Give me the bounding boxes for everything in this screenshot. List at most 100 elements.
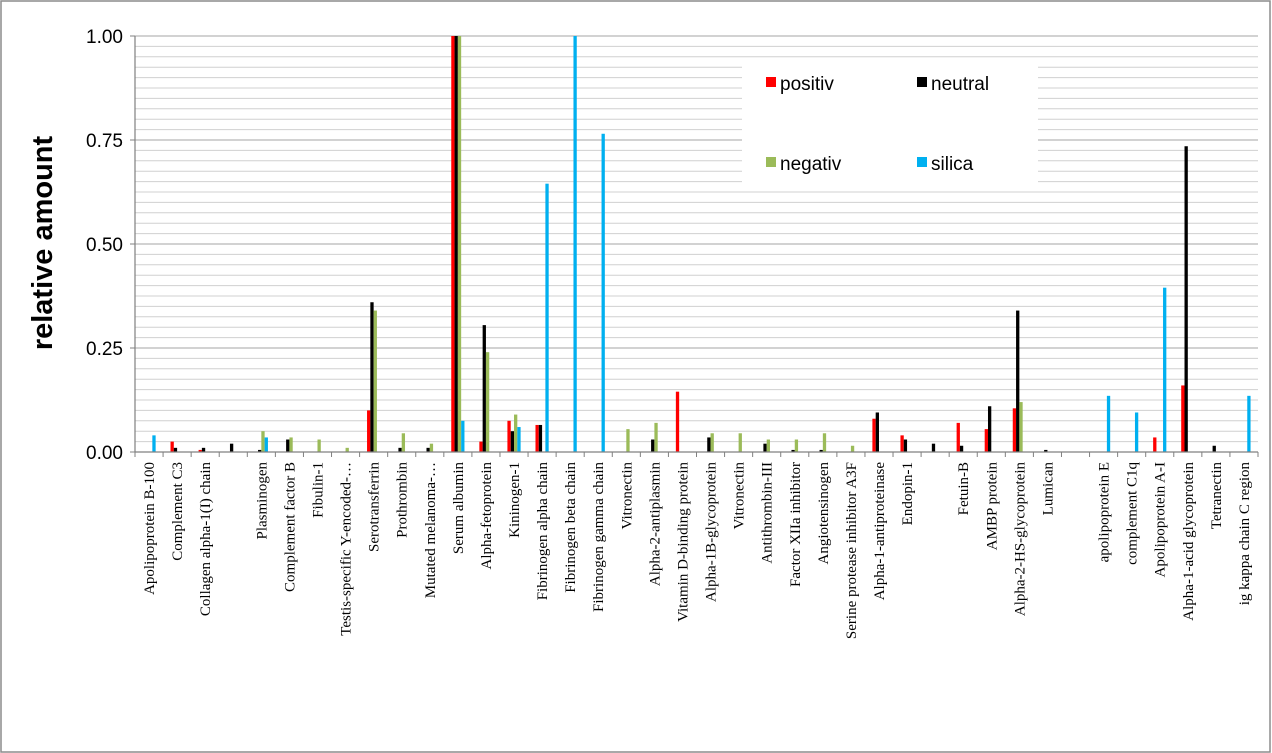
bar-silica — [1134, 412, 1139, 452]
bar-positiv — [956, 422, 960, 452]
x-category-label: Fibrinogen gamma chain — [591, 462, 607, 612]
x-category-label: Alpha-1-acid glycoprotein — [1181, 462, 1197, 621]
legend-label-silica: silica — [931, 154, 974, 175]
bar-negativ — [654, 422, 658, 452]
x-category-label: Vitronectin — [732, 462, 748, 530]
grid-layer — [135, 35, 1258, 443]
x-category-label: AMBP protein — [984, 462, 1000, 551]
x-category-label: Apolipoprotein A-I — [1153, 462, 1169, 577]
bar-neutral — [959, 445, 964, 452]
x-category-label: apolipoprotein E — [1097, 462, 1113, 562]
bar-negativ — [794, 439, 799, 452]
x-category-label: Fibrinogen beta chain — [563, 462, 579, 593]
x-category-label: Vitronectin — [619, 462, 635, 530]
x-category-label: Alpha-2-HS-glycoprotein — [1012, 462, 1028, 617]
y-tick-label: 0.25 — [86, 339, 123, 360]
bar-neutral — [482, 325, 486, 452]
bar-silica — [152, 435, 156, 452]
bar-negativ — [261, 431, 265, 452]
x-category-label: Testis-specific Y-encoded-… — [339, 462, 355, 636]
bar-negativ — [710, 433, 714, 452]
x-category-label: Antithrombin-III — [760, 462, 776, 564]
bar-negativ — [514, 414, 518, 452]
bar-positiv — [451, 36, 455, 452]
legend-label-neutral: neutral — [931, 74, 989, 95]
legend-box — [742, 60, 1038, 186]
legend-label-positiv: positiv — [780, 74, 834, 95]
bar-positiv — [900, 435, 904, 452]
x-category-label: Alpha-1-antiproteinase — [872, 462, 888, 601]
bar-neutral — [1212, 445, 1216, 452]
bar-silica — [601, 133, 605, 452]
bar-neutral — [1044, 449, 1048, 452]
bar-negativ — [738, 433, 742, 452]
legend-swatch-positiv — [766, 77, 776, 87]
y-tick-label: 0.50 — [86, 235, 123, 256]
legend-swatch-negativ — [766, 157, 776, 167]
bar-silica — [517, 427, 521, 452]
bar-neutral — [875, 412, 879, 452]
x-category-label: complement C1q — [1125, 462, 1141, 565]
bar-neutral — [987, 406, 992, 452]
bar-negativ — [373, 310, 377, 452]
bar-neutral — [651, 439, 655, 452]
bar-positiv — [198, 449, 202, 452]
y-tick-label: 0.75 — [86, 131, 123, 152]
bar-positiv — [984, 429, 988, 452]
bar-silica — [264, 437, 268, 452]
bar-negativ — [485, 352, 490, 452]
x-category-labels: Apolipoprotein B-100 Complement C3 Collage… — [142, 462, 1253, 640]
x-category-label: Alpha-fetoprotein — [479, 462, 495, 570]
bar-neutral — [426, 447, 430, 452]
x-category-label: Alpha-1B-glycoprotein — [704, 462, 720, 602]
x-category-label: Vitamin D-binding protein — [676, 462, 692, 622]
bar-negativ — [401, 433, 406, 452]
bar-neutral — [173, 447, 178, 452]
x-category-label: Fetuin-B — [956, 462, 972, 515]
x-category-label: Lumican — [1040, 462, 1056, 516]
bar-neutral — [538, 424, 543, 452]
bar-silica — [545, 183, 549, 452]
bar-negativ — [822, 433, 827, 452]
bar-neutral — [1016, 310, 1020, 452]
bar-negativ — [317, 439, 321, 452]
x-category-label: Complement factor B — [282, 462, 298, 592]
bar-silica — [461, 420, 465, 452]
bar-negativ — [289, 437, 293, 452]
bar-silica — [573, 36, 577, 452]
x-category-label: Factor XIIa inhibitor — [788, 462, 804, 587]
bar-neutral — [258, 449, 262, 452]
x-category-label: Prothrombin — [395, 462, 411, 538]
bar-negativ — [429, 443, 434, 452]
bar-silica — [1106, 395, 1111, 452]
x-category-label: Mutated melanoma-… — [423, 462, 439, 598]
x-category-label: Complement C3 — [170, 462, 186, 561]
bar-positiv — [507, 420, 511, 452]
x-category-label: Kininogen-1 — [507, 462, 523, 538]
bar-positiv — [872, 418, 876, 452]
legend-swatch-silica — [917, 157, 927, 167]
bar-positiv — [1012, 408, 1017, 452]
bar-negativ — [457, 36, 462, 452]
bar-positiv — [170, 441, 174, 452]
bar-negativ — [626, 429, 630, 452]
legend: positiv neutral negativ silica — [742, 60, 1038, 186]
bar-positiv — [1153, 437, 1157, 452]
x-category-label: Apolipoprotein B-100 — [142, 462, 158, 595]
bar-silica — [1247, 395, 1251, 452]
bar-neutral — [286, 439, 290, 452]
legend-swatch-neutral — [917, 77, 927, 87]
bar-neutral — [903, 439, 908, 452]
y-tick-label: 0.00 — [86, 443, 123, 464]
bar-neutral — [819, 449, 823, 452]
bar-negativ — [766, 439, 770, 452]
x-category-label: Plasminogen — [254, 462, 270, 540]
bar-neutral — [1184, 146, 1188, 453]
x-category-label: Serum albumin — [451, 462, 467, 555]
bar-neutral — [454, 36, 458, 452]
bar-positiv — [367, 410, 371, 452]
bar-neutral — [370, 302, 374, 452]
x-category-label: ig kappa chain C region — [1237, 462, 1253, 606]
